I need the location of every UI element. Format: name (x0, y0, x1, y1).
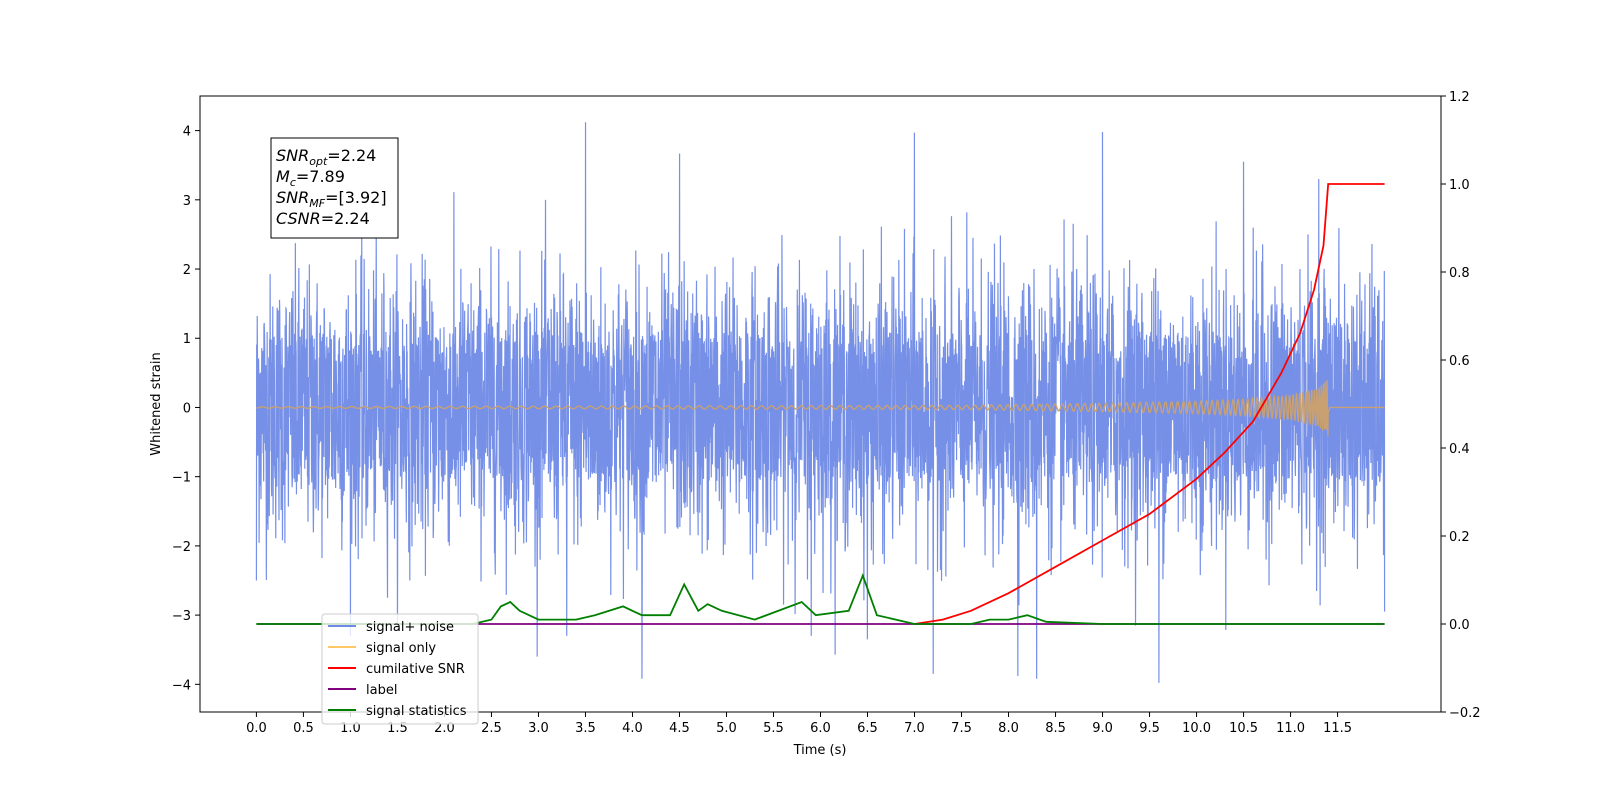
x-tick-label: 10.0 (1182, 721, 1211, 736)
x-axis: 0.0 0.5 1.0 1.5 2.0 2.5 3.0 3.5 4.0 4.5 5.0 5.5 6.0 6… (246, 712, 1352, 736)
x-tick-label: 3.0 (528, 721, 549, 736)
y-tick-label: −3 (172, 609, 191, 624)
y2-tick-label: 1.0 (1449, 178, 1470, 193)
x-tick-label: 1.5 (387, 721, 408, 736)
x-tick-label: 9.0 (1092, 721, 1113, 736)
legend-frame (321, 613, 479, 725)
series-signal-only-line (256, 380, 1385, 437)
y-tick-label: 3 (183, 194, 191, 209)
x-tick-label: 3.5 (575, 721, 596, 736)
x-tick-label: 5.0 (716, 721, 737, 736)
y-tick-label: −1 (172, 471, 191, 486)
x-tick-label: 4.5 (669, 721, 690, 736)
legend-label: signal statistics (366, 704, 467, 719)
x-tick-label: 4.0 (622, 721, 643, 736)
y2-tick-label: 0.4 (1449, 442, 1470, 457)
legend-label: signal only (366, 641, 436, 656)
y-tick-label: 2 (183, 263, 191, 278)
x-axis-label: Time (s) (793, 743, 847, 758)
x-tick-label: 8.0 (998, 721, 1019, 736)
x-tick-label: 7.5 (951, 721, 972, 736)
series-signal-statistics-line (256, 573, 1385, 625)
annotation-box-frame (270, 137, 399, 239)
x-tick-label: 9.5 (1139, 721, 1160, 736)
legend-label: signal+ noise (366, 620, 454, 635)
y-axis-label: Whitened strain (149, 352, 164, 455)
x-tick-label: 7.0 (904, 721, 925, 736)
x-tick-label: 0.0 (246, 721, 267, 736)
legend-label: label (366, 683, 397, 698)
x-tick-label: 5.5 (763, 721, 784, 736)
y-axis-left: 4 3 2 1 0 −1 −2 −3 −4 (172, 125, 200, 693)
x-tick-label: 2.5 (481, 721, 502, 736)
x-tick-label: 8.5 (1045, 721, 1066, 736)
legend: signal+ noise signal only cumilative SNR la… (321, 613, 479, 725)
y-tick-label: −4 (172, 678, 191, 693)
y2-tick-label: 0.8 (1449, 266, 1470, 281)
x-tick-label: 11.5 (1323, 721, 1352, 736)
y-tick-label: 4 (183, 125, 191, 140)
annotation-line: Mc=7.89 (276, 167, 345, 189)
x-tick-label: 2.0 (434, 721, 455, 736)
y2-tick-label: 0.6 (1449, 354, 1470, 369)
x-tick-label: 0.5 (293, 721, 314, 736)
y-tick-label: −2 (172, 540, 191, 555)
y-tick-label: 1 (183, 332, 191, 347)
x-tick-label: 11.0 (1276, 721, 1305, 736)
y-axis-right: 1.2 1.0 0.8 0.6 0.4 0.2 0.0 −0.2 (1441, 90, 1481, 721)
x-tick-label: 10.5 (1229, 721, 1258, 736)
y2-tick-label: 0.2 (1449, 530, 1470, 545)
series-cumulative-snr-line (914, 183, 1385, 625)
x-tick-label: 6.0 (810, 721, 831, 736)
annotation-line: CSNR=2.24 (276, 209, 370, 228)
x-tick-label: 6.5 (857, 721, 878, 736)
y2-tick-label: −0.2 (1449, 706, 1481, 721)
annotation-line: SNRMF=[3.92] (276, 188, 387, 210)
annotation-line: SNRopt=2.24 (276, 146, 376, 168)
y-tick-label: 0 (183, 401, 191, 416)
series-signal-noise-line (255, 122, 1386, 683)
legend-label: cumilative SNR (366, 662, 465, 677)
y2-tick-label: 0.0 (1449, 618, 1470, 633)
x-tick-label: 1.0 (340, 721, 361, 736)
y2-tick-label: 1.2 (1449, 90, 1470, 105)
